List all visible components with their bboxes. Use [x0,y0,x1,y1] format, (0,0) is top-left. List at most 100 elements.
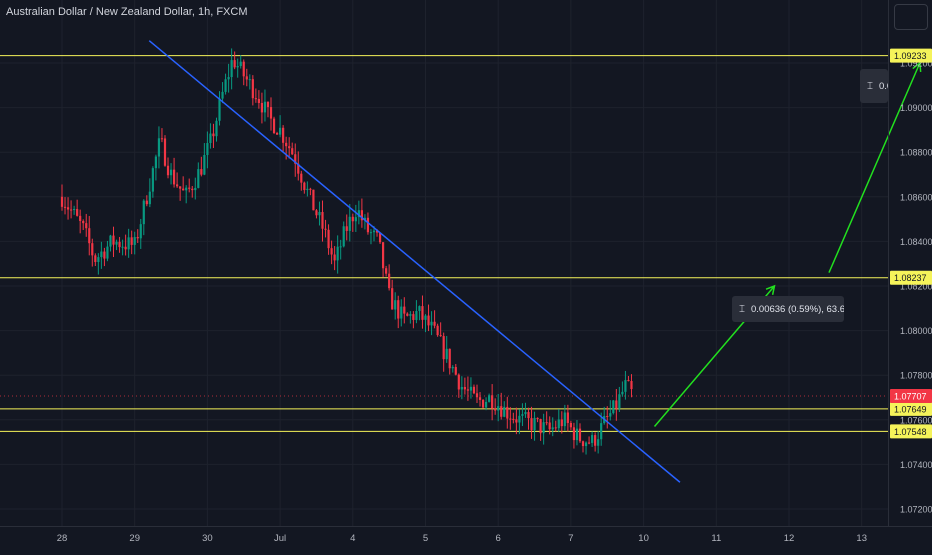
projection-arrow-head [912,61,922,73]
candle-body [348,216,351,231]
candle-body [300,173,303,183]
price-axis[interactable]: 1.09200 1.09000 1.08800 1.08600 1.08400 1.082… [890,48,932,515]
y-tick-label: 1.07800 [900,371,932,381]
descending-trendline [148,40,681,483]
candle-body [451,367,454,369]
candle-body [66,207,70,210]
candle-body [394,300,397,310]
candle-body [363,217,367,221]
candle-body [242,61,245,77]
level-price-label: 1.08237 [894,273,927,283]
candle-body [142,200,145,225]
candle-body [566,412,569,423]
candle-body [160,138,164,140]
candle-body [624,380,627,392]
candle-body [112,235,115,245]
candle-body [130,237,133,245]
time-axis[interactable]: 28 29 30 Jul 4 5 6 7 10 11 12 13 [57,533,867,544]
candle-body [248,79,251,81]
candle-body [460,386,463,390]
candle-body [360,210,363,221]
candle-body [188,187,191,189]
chart-title: Australian Dollar / New Zealand Dollar, … [6,6,248,18]
candle-body [630,381,633,390]
candle-body [303,182,306,191]
candle-body [233,60,236,68]
candle-body [500,406,503,417]
candle-body [527,412,530,419]
candle-body [282,127,285,143]
candle-body [351,216,354,222]
candle-body [260,102,264,113]
candle-body [569,422,572,428]
candle-body [618,394,621,409]
candle-body [60,196,64,207]
candle-body [621,391,624,395]
candle-body [63,206,67,208]
chart-settings-button[interactable] [894,4,928,30]
candle-body [591,435,594,443]
candle-body [206,143,209,155]
candle-body [212,133,215,137]
candle-body [312,189,315,211]
level-price-label: 1.07649 [894,404,927,414]
candle-body [297,163,300,174]
candle-body [578,428,582,442]
current-price-tag [890,388,932,403]
candle-body [118,241,121,248]
candle-body [345,226,348,231]
candle-body [82,220,85,224]
candlesticks [60,48,633,455]
x-tick-label: 11 [711,533,721,544]
level-price-label: 1.09233 [894,51,927,61]
x-tick-label: 10 [638,533,649,544]
candle-body [530,418,533,431]
candle-body [494,408,497,411]
candle-body [506,406,509,419]
candle-body [133,237,136,245]
candle-body [397,300,400,319]
candle-body [366,217,370,233]
candle-body [472,386,476,394]
candle-body [369,232,373,234]
candle-body [466,389,470,391]
candle-body [224,79,227,92]
candle-body [587,442,591,444]
candle-body [327,229,330,249]
x-tick-label: 4 [350,533,355,544]
candle-body [357,210,360,218]
candle-body [406,313,409,316]
candle-body [294,154,297,164]
y-tick-label: 1.08600 [900,192,932,202]
candle-body [76,209,79,216]
candle-body [439,335,442,337]
candle-body [318,211,321,216]
y-tick-label: 1.08200 [900,282,932,292]
candle-body [484,401,488,408]
candle-body [436,325,439,336]
y-tick-label: 1.07200 [900,505,932,515]
price-range-measurement[interactable]: ⌶ 0.00636 (0.59%), 63.6 [732,296,844,322]
candle-body [245,76,248,80]
candle-body [288,146,291,149]
candle-body [263,101,267,113]
candle-body [594,435,597,446]
candle-body [536,417,539,420]
candle-body [103,251,106,259]
candle-body [197,169,200,188]
candle-body [333,254,336,261]
candle-body [354,217,357,222]
measure-icon: ⌶ [867,80,873,92]
candle-body [279,127,282,135]
candle-body [445,348,448,360]
candle-body [545,422,548,424]
candle-body [512,418,515,420]
candle-body [257,98,260,103]
x-tick-label: 28 [57,533,68,544]
x-tick-label: 30 [202,533,213,544]
candle-body [584,442,588,447]
candle-body [221,91,224,99]
price-range-measurement-clipped[interactable]: ⌶ 0.0 [860,69,888,103]
